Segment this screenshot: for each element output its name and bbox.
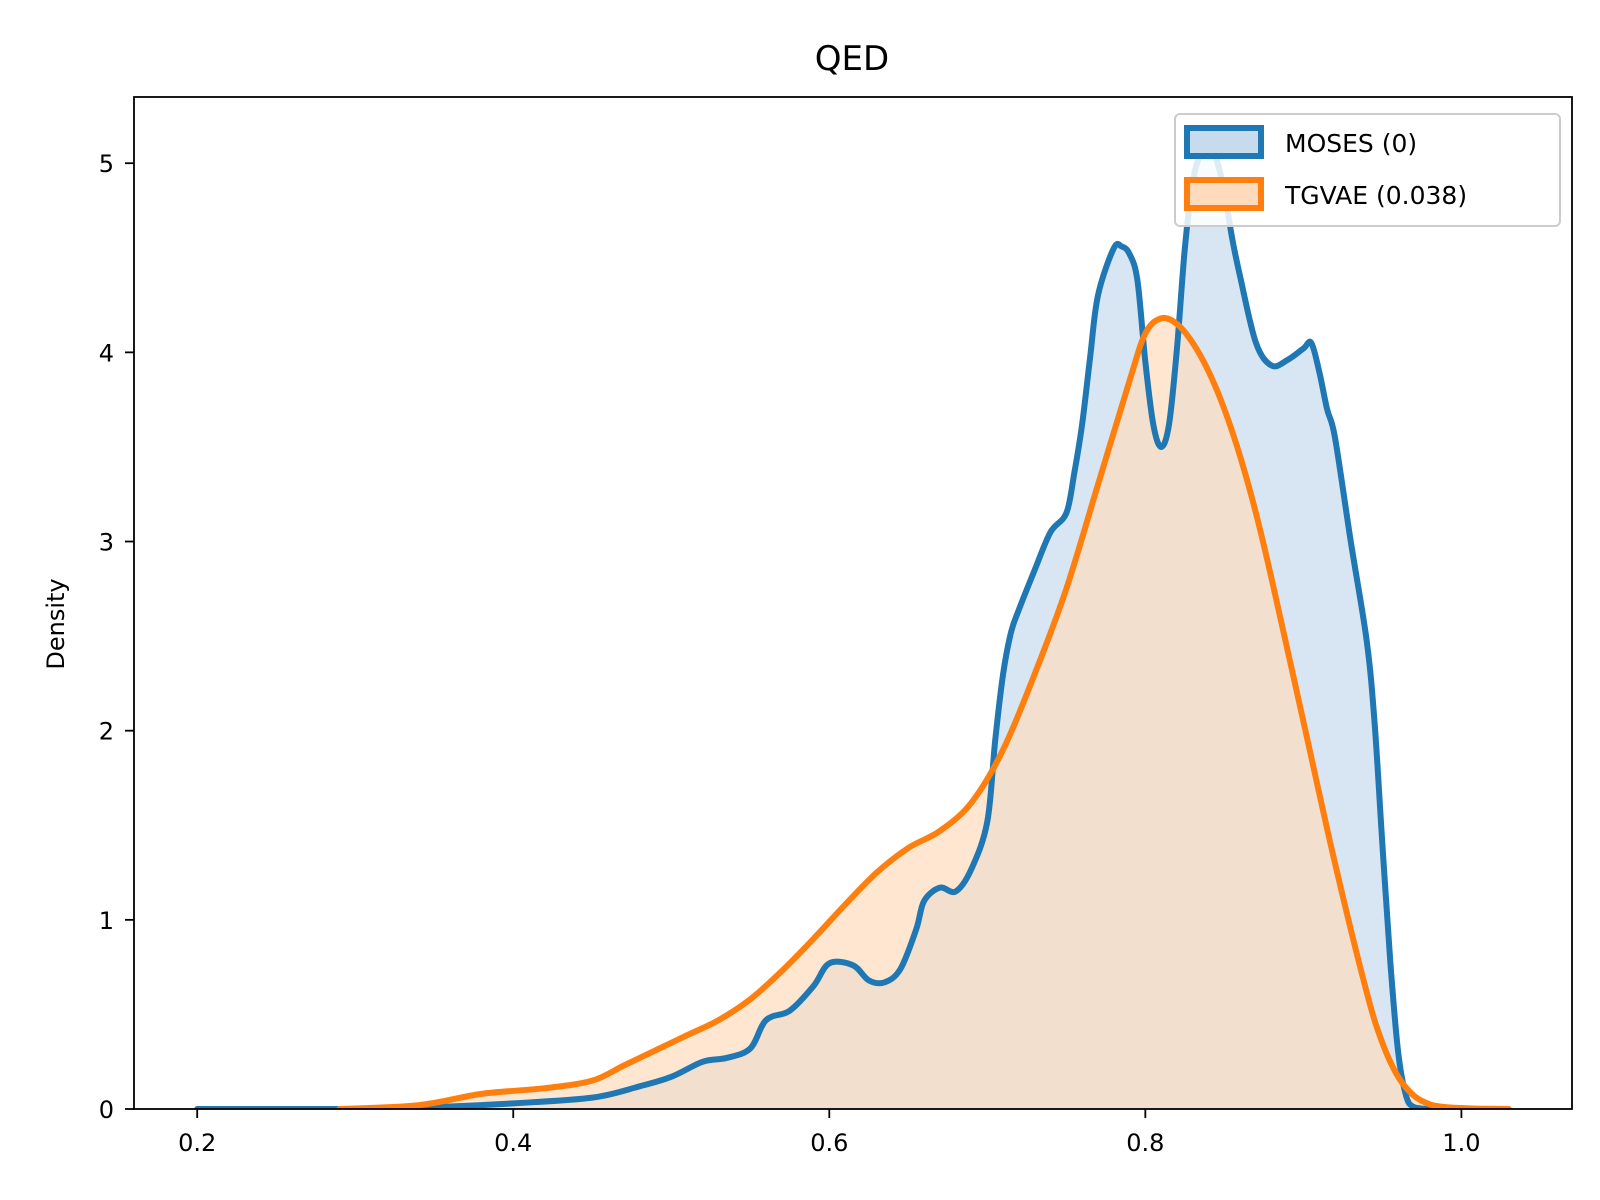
y-tick-label: 3 [99,529,114,557]
axes: 0.2 0.4 0.6 0.8 1.0 0 1 2 3 4 5 [99,96,1573,1157]
y-tick-label: 1 [99,907,114,935]
x-tick-label: 0.4 [494,1129,532,1157]
x-tick-label: 0.6 [810,1129,848,1157]
series-line-tgvae [336,314,1512,1109]
x-tick-label: 0.2 [178,1129,216,1157]
x-tick-label: 0.8 [1126,1129,1164,1157]
x-tick-label: 1.0 [1442,1129,1480,1157]
y-tick-label: 4 [99,339,114,367]
plot-frame [133,96,1573,1110]
y-tick-label: 2 [99,718,114,746]
legend-box [1174,113,1561,227]
legend-swatch-tgvae [1184,177,1264,211]
chart-title: QED [815,39,889,79]
y-axis-label: Density [42,578,70,669]
plot-area [194,141,1512,1109]
legend: MOSES (0) TGVAE (0.038) [1174,113,1561,227]
legend-label-tgvae: TGVAE (0.038) [1284,181,1467,210]
y-tick-label: 0 [99,1096,114,1124]
series-line-moses [194,141,1433,1109]
y-tick-label: 5 [99,150,114,178]
legend-swatch-moses [1184,125,1264,159]
legend-label-moses: MOSES (0) [1285,129,1417,158]
series-area-tgvae [339,317,1509,1109]
